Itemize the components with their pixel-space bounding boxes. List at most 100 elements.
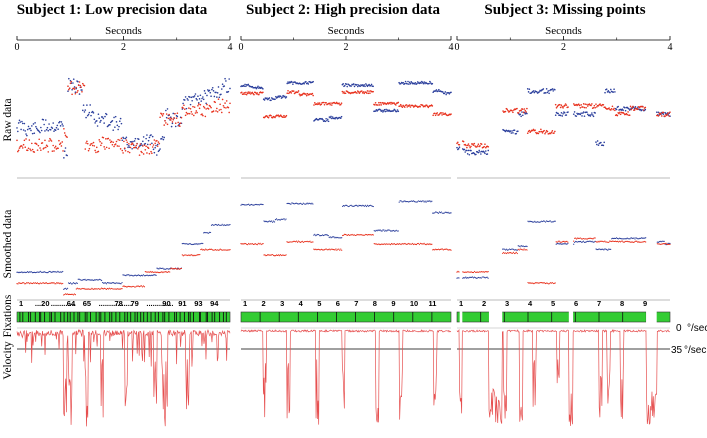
raw-vertical-point — [594, 106, 596, 109]
smoothed-horizontal-point — [25, 271, 27, 274]
raw-horizontal-point — [527, 91, 530, 93]
smoothed-vertical-point — [104, 288, 107, 290]
smoothed-horizontal-point — [592, 241, 594, 243]
raw-horizontal-point — [128, 144, 130, 147]
smoothed-vertical-point — [582, 237, 585, 240]
smoothed-horizontal-point — [113, 282, 115, 284]
raw-vertical-point — [116, 145, 119, 147]
smoothed-vertical-point — [215, 249, 217, 251]
raw-horizontal-point — [394, 109, 396, 111]
raw-vertical-point — [26, 149, 29, 152]
raw-vertical-point — [244, 93, 246, 96]
smoothed-horizontal-point — [314, 233, 316, 235]
smoothed-horizontal-point — [615, 237, 618, 239]
smoothed-horizontal-point — [597, 248, 599, 251]
smoothed-horizontal-point — [537, 221, 539, 223]
raw-vertical-point — [80, 86, 82, 88]
raw-vertical-point — [462, 140, 465, 143]
raw-horizontal-point — [134, 137, 137, 140]
smoothed-vertical-point — [608, 241, 610, 243]
x-tick-label: 0 — [239, 42, 244, 53]
raw-horizontal-point — [125, 136, 128, 139]
smoothed-vertical-point — [299, 241, 302, 243]
smoothed-horizontal-point — [213, 224, 216, 226]
smoothed-vertical-point — [368, 234, 371, 236]
smoothed-horizontal-point — [638, 238, 640, 240]
raw-vertical-point — [540, 128, 542, 131]
raw-vertical-point — [582, 106, 584, 108]
raw-vertical-point — [195, 110, 198, 112]
raw-vertical-point — [188, 107, 190, 109]
raw-vertical-point — [68, 88, 70, 91]
smoothed-horizontal-point — [53, 271, 55, 273]
raw-horizontal-point — [39, 131, 41, 134]
raw-vertical-point — [554, 130, 556, 133]
smoothed-horizontal-point — [106, 281, 109, 284]
smoothed-vertical-point — [244, 242, 246, 245]
raw-horizontal-point — [325, 117, 327, 120]
raw-horizontal-point — [44, 130, 46, 132]
raw-vertical-point — [450, 113, 452, 115]
raw-vertical-point — [163, 124, 166, 126]
smoothed-horizontal-point — [472, 277, 475, 279]
raw-horizontal-point — [21, 122, 24, 125]
smoothed-vertical-point — [470, 271, 473, 273]
raw-horizontal-point — [504, 130, 507, 133]
raw-vertical-series — [456, 103, 671, 149]
smoothed-horizontal-point — [665, 244, 667, 246]
fixation-gap — [459, 311, 463, 323]
raw-vertical-point — [198, 107, 201, 110]
smoothed-vertical-point — [153, 271, 155, 273]
smoothed-vertical-point — [549, 282, 551, 284]
raw-horizontal-point — [40, 129, 43, 132]
smoothed-vertical-point — [201, 248, 203, 250]
smoothed-horizontal-point — [29, 271, 31, 273]
smoothed-vertical-point — [561, 241, 563, 243]
smoothed-horizontal-point — [380, 230, 382, 232]
smoothed-horizontal-point — [554, 220, 556, 222]
smoothed-vertical-point — [640, 241, 642, 243]
smoothed-vertical-point — [426, 243, 428, 245]
smoothed-horizontal-point — [658, 241, 660, 243]
smoothed-horizontal-point — [163, 268, 165, 270]
fixation-label: 7 — [597, 299, 601, 308]
smoothed-horizontal-point — [120, 283, 122, 285]
smoothed-vertical-point — [626, 240, 628, 242]
smoothed-vertical-point — [631, 241, 633, 243]
smoothed-horizontal-point — [626, 237, 628, 239]
smoothed-vertical-point — [87, 288, 89, 290]
raw-vertical-point — [53, 150, 55, 152]
smoothed-vertical-point — [226, 249, 228, 251]
raw-horizontal-point — [395, 110, 398, 113]
raw-horizontal-point — [546, 91, 549, 94]
smoothed-horizontal-point — [48, 270, 50, 273]
raw-vertical-point — [174, 122, 177, 125]
velocity-ref-label: 35 °/sec — [671, 345, 706, 356]
raw-vertical-point — [511, 109, 513, 112]
smoothed-horizontal-point — [402, 201, 404, 203]
raw-horizontal-point — [44, 119, 47, 121]
raw-horizontal-point — [19, 121, 22, 123]
smoothed-vertical-point — [565, 240, 567, 243]
smoothed-vertical-point — [217, 249, 219, 251]
smoothed-vertical-point — [25, 283, 27, 285]
smoothed-horizontal-point — [623, 238, 625, 240]
raw-vertical-point — [555, 107, 558, 109]
raw-vertical-point — [483, 145, 485, 148]
raw-vertical-point — [466, 144, 469, 147]
smoothed-vertical-point — [208, 248, 211, 250]
raw-horizontal-point — [57, 128, 59, 130]
raw-vertical-point — [180, 116, 183, 119]
smoothed-vertical-point — [228, 249, 230, 251]
smoothed-horizontal-point — [292, 202, 294, 204]
raw-horizontal-point — [86, 114, 89, 117]
smoothed-horizontal-point — [366, 204, 369, 206]
smoothed-horizontal-point — [629, 238, 631, 240]
smoothed-horizontal-point — [110, 282, 112, 284]
smoothed-horizontal-point — [370, 205, 373, 207]
smoothed-vertical-point — [393, 243, 396, 245]
smoothed-horizontal-point — [187, 243, 189, 245]
smoothed-horizontal-point — [382, 229, 384, 231]
smoothed-horizontal-point — [539, 221, 541, 223]
raw-horizontal-point — [579, 113, 582, 116]
